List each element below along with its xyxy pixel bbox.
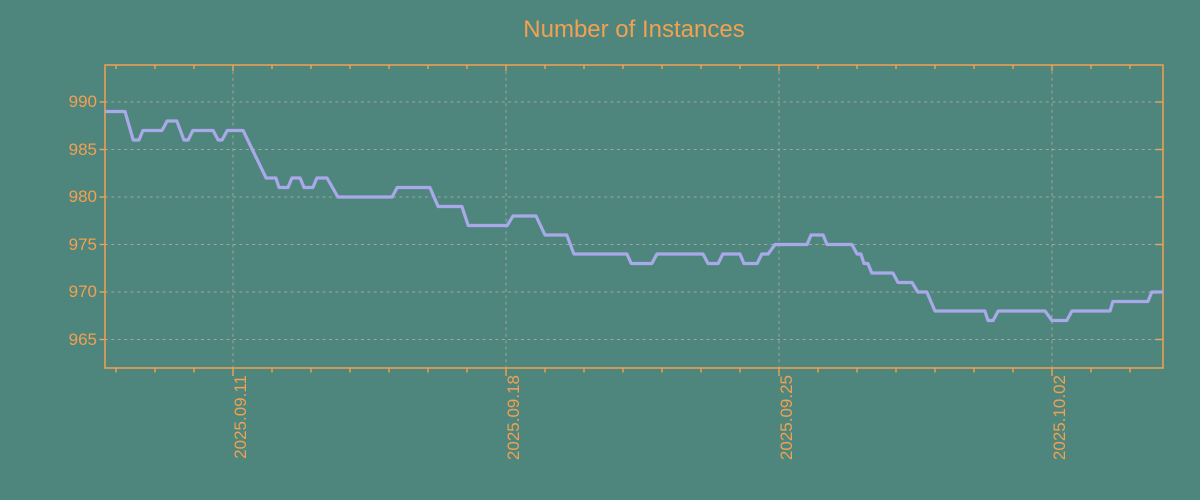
- x-tick-label: 2025.10.02: [1050, 375, 1069, 461]
- y-tick-label: 970: [68, 282, 97, 301]
- x-tick-label: 2025.09.25: [777, 375, 796, 461]
- y-tick-label: 980: [68, 187, 97, 206]
- chart-title: Number of Instances: [523, 16, 745, 43]
- x-tick-label: 2025.09.11: [231, 375, 250, 459]
- y-tick-label: 990: [68, 92, 97, 111]
- y-tick-label: 975: [68, 234, 97, 254]
- plot-border: [104, 64, 1164, 369]
- y-tick-label: 965: [68, 329, 97, 349]
- y-tick-label: 985: [68, 139, 97, 159]
- data-line-instances: [105, 109, 1164, 323]
- x-tick-label: 2025.09.18: [504, 375, 523, 461]
